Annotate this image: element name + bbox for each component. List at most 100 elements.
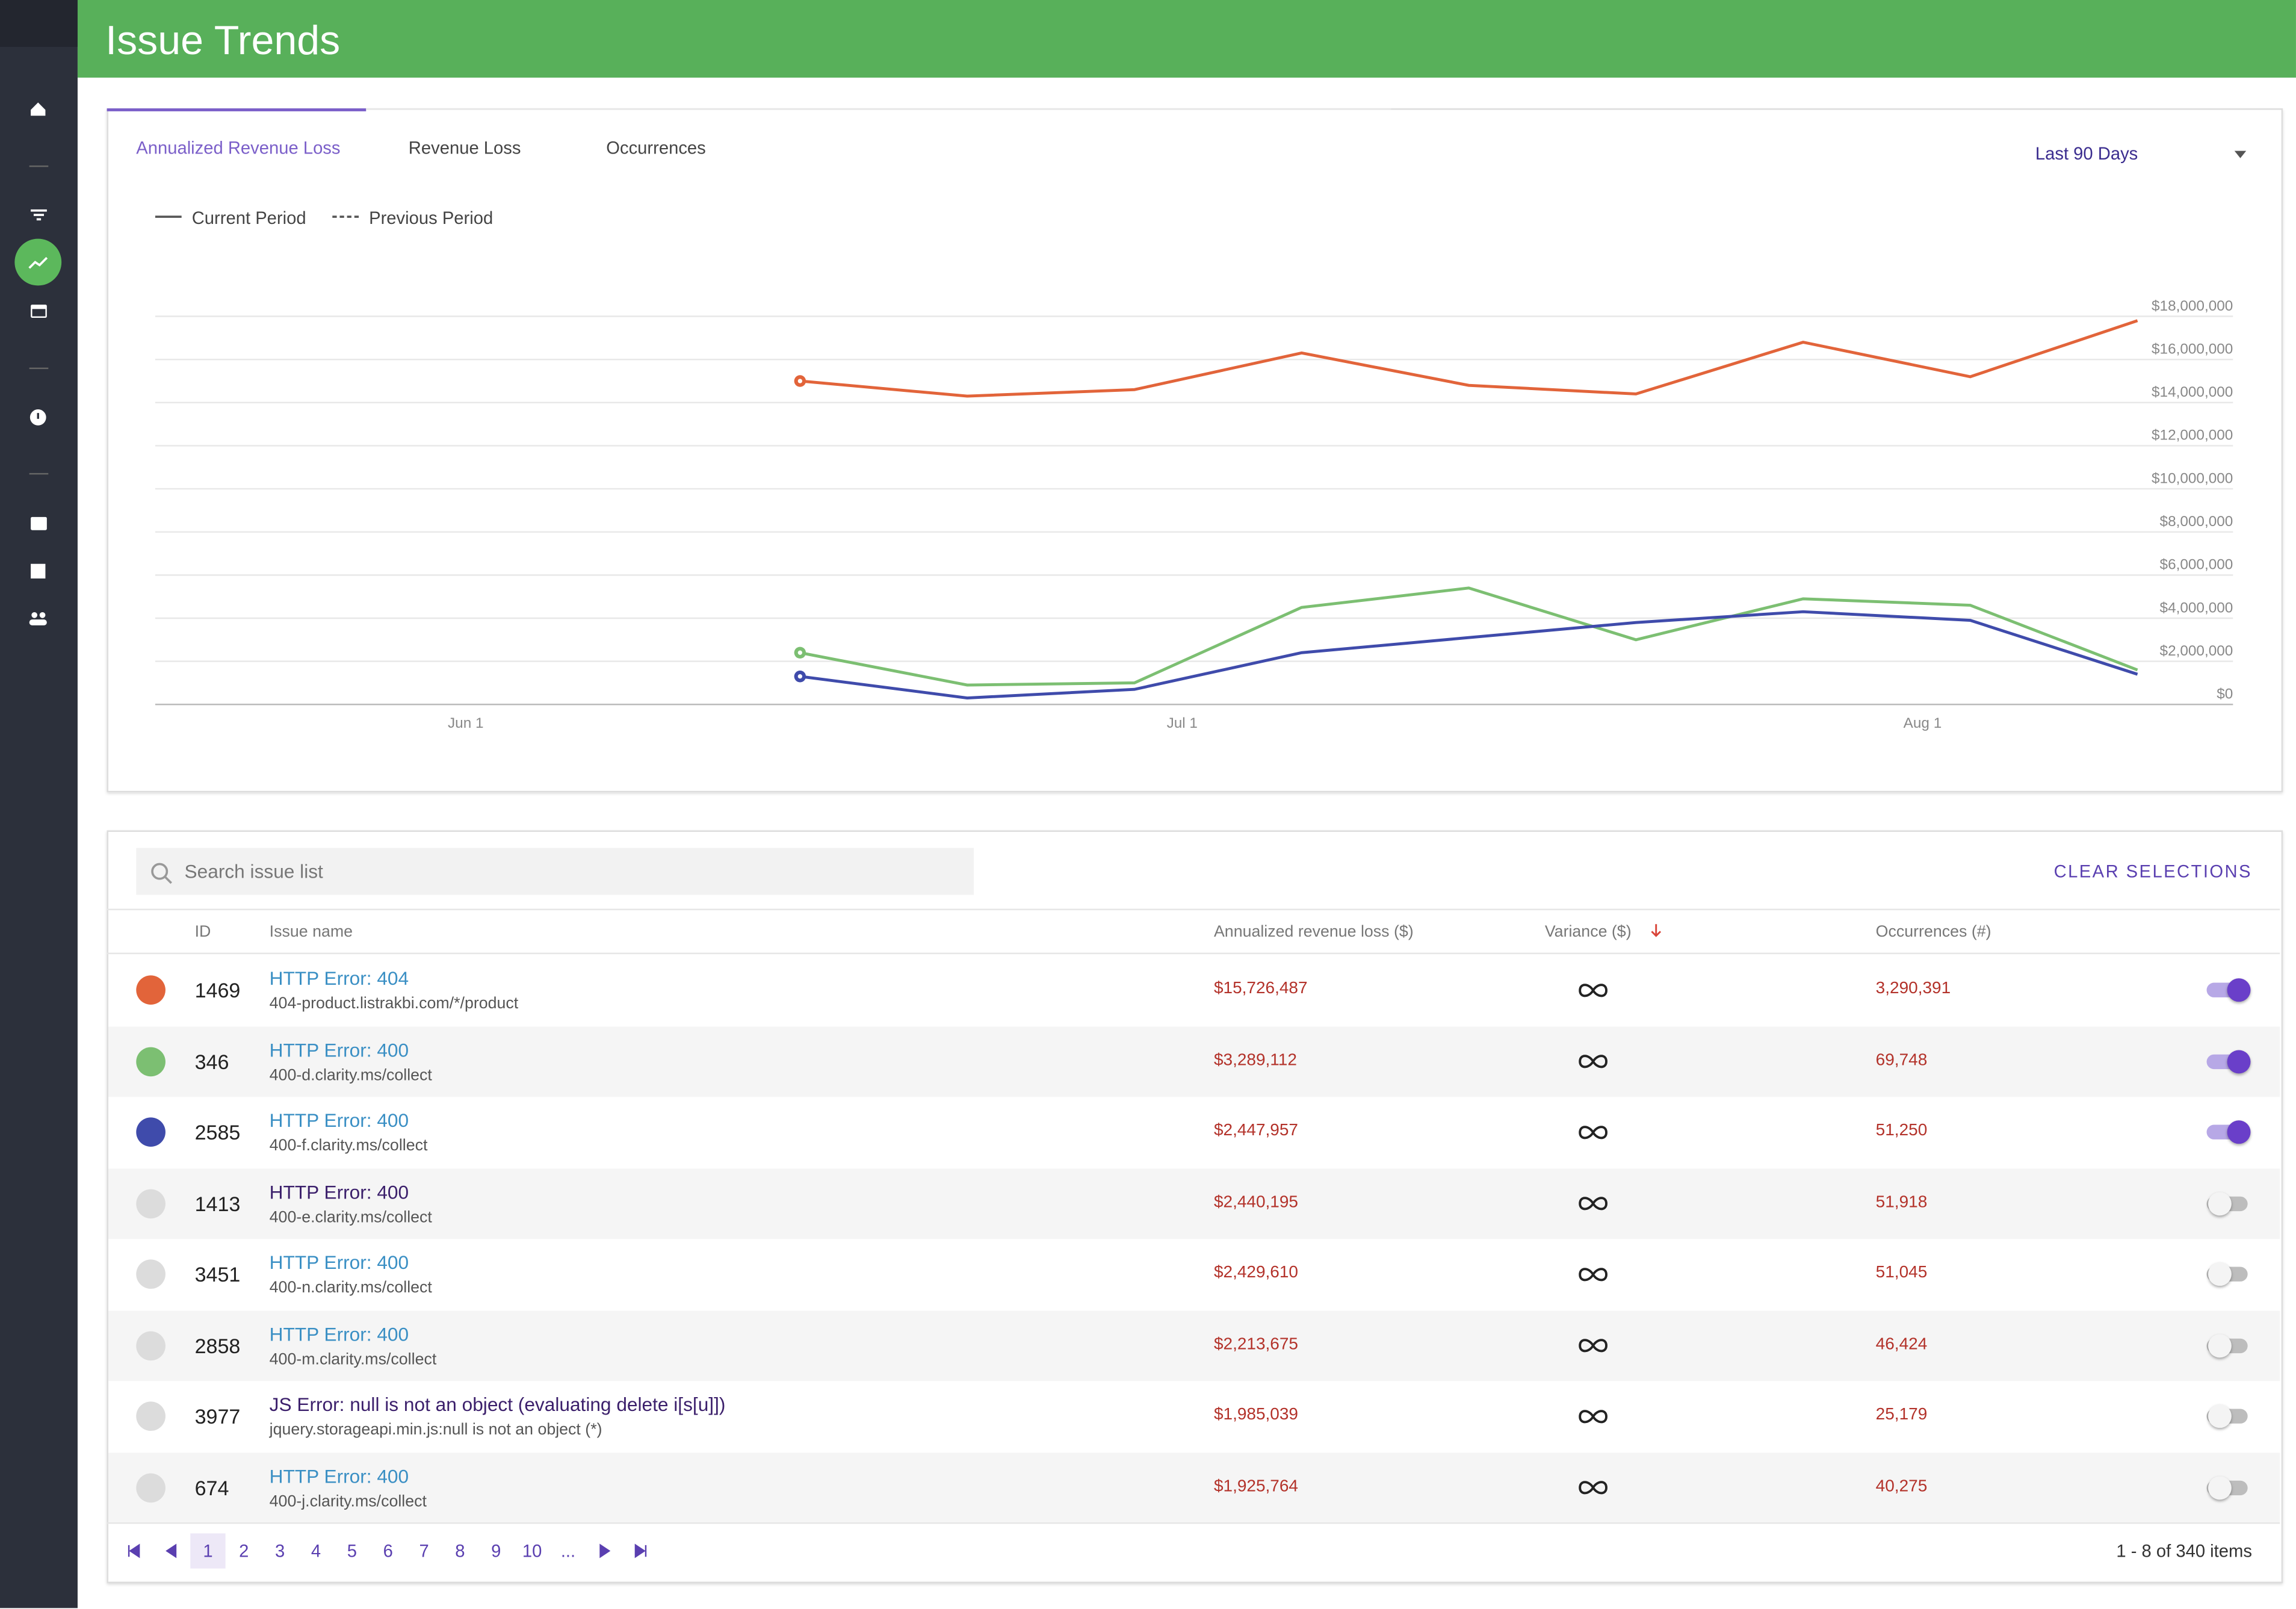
y-tick-label: $0 (2217, 686, 2233, 702)
search-box[interactable] (136, 848, 974, 895)
revenue-loss: $1,985,039 (1213, 1406, 1299, 1425)
row-color-dot (136, 1259, 166, 1289)
toggle-knob[interactable] (2208, 1333, 2232, 1357)
y-tick-label: $16,000,000 (2152, 341, 2233, 357)
row-color-dot (136, 1188, 166, 1218)
issue-name[interactable]: HTTP Error: 400 (269, 1109, 409, 1132)
column-header[interactable]: Occurrences (#) (1875, 923, 1991, 941)
variance-icon (1579, 1126, 1608, 1139)
revenue-loss: $2,429,610 (1213, 1264, 1299, 1283)
page-link[interactable]: 2 (239, 1540, 249, 1561)
row-bg (108, 1026, 2280, 1097)
toggle-knob[interactable] (2208, 1262, 2232, 1286)
divider (29, 165, 49, 167)
column-header: ID (194, 923, 211, 941)
page-link[interactable]: 6 (383, 1540, 393, 1561)
page-link[interactable]: 5 (347, 1540, 357, 1561)
row-color-dot (136, 1046, 166, 1076)
issue-name[interactable]: HTTP Error: 400 (269, 1180, 409, 1203)
page-link[interactable]: 1 (203, 1540, 213, 1561)
page-link[interactable]: 7 (419, 1540, 429, 1561)
toggle-knob[interactable] (2208, 1404, 2232, 1428)
occurrences: 40,275 (1875, 1477, 1928, 1496)
dropdown-caret[interactable] (2234, 150, 2247, 158)
issue-path: 400-e.clarity.ms/collect (269, 1208, 432, 1227)
tab[interactable]: Revenue Loss (408, 137, 521, 158)
search-icon (151, 863, 169, 880)
toggle-knob[interactable] (2227, 978, 2251, 1002)
occurrences: 51,045 (1875, 1264, 1928, 1283)
building-icon[interactable] (31, 563, 46, 579)
page-link[interactable]: 8 (455, 1540, 465, 1561)
issue-path: 400-d.clarity.ms/collect (269, 1066, 432, 1085)
issue-name[interactable]: HTTP Error: 400 (269, 1038, 409, 1061)
page-link[interactable]: 3 (275, 1540, 285, 1561)
trends-icon[interactable] (14, 238, 62, 286)
table-card (107, 830, 2283, 1584)
toggle-knob[interactable] (2208, 1191, 2232, 1215)
y-tick-label: $4,000,000 (2160, 600, 2233, 616)
issue-name[interactable]: HTTP Error: 400 (269, 1322, 409, 1345)
issue-name[interactable]: HTTP Error: 400 (269, 1465, 409, 1487)
tab[interactable]: Annualized Revenue Loss (136, 137, 341, 158)
pagination-summary: 1 - 8 of 340 items (2116, 1540, 2252, 1561)
issue-name[interactable]: HTTP Error: 400 (269, 1251, 409, 1274)
page-link[interactable]: 9 (491, 1540, 501, 1561)
sort-arrow[interactable] (1651, 924, 1662, 937)
issue-id: 3977 (194, 1404, 241, 1428)
filter-icon[interactable] (31, 209, 47, 212)
issue-path: 404-product.listrakbi.com/*/product (269, 995, 519, 1014)
y-tick-label: $6,000,000 (2160, 557, 2233, 573)
page-nav[interactable] (599, 1543, 611, 1558)
revenue-loss: $2,440,195 (1213, 1193, 1299, 1212)
issue-name[interactable]: HTTP Error: 404 (269, 967, 409, 990)
variance-icon (1579, 1339, 1608, 1353)
variance-icon (1579, 1481, 1608, 1495)
occurrences: 51,250 (1875, 1122, 1928, 1141)
start-marker (794, 670, 806, 683)
home-icon[interactable] (31, 102, 46, 116)
issue-id: 674 (194, 1475, 229, 1499)
page-link[interactable]: ... (560, 1540, 576, 1561)
page-link[interactable]: 4 (311, 1540, 321, 1561)
sidebar-icons (14, 102, 62, 625)
line-series (799, 586, 2138, 687)
search-placeholder[interactable]: Search issue list (184, 860, 323, 882)
clear-button[interactable]: CLEAR SELECTIONS (2053, 861, 2252, 882)
start-marker (794, 646, 806, 659)
page-link[interactable]: 10 (522, 1540, 542, 1561)
issue-path: 400-m.clarity.ms/collect (269, 1350, 437, 1369)
revenue-loss: $2,213,675 (1213, 1335, 1299, 1354)
issue-name[interactable]: JS Error: null is not an object (evaluat… (269, 1394, 726, 1416)
issue-id: 2858 (194, 1333, 241, 1357)
briefcase-icon[interactable] (31, 516, 47, 530)
tab[interactable]: Occurrences (606, 137, 706, 158)
tab-rule (366, 108, 1391, 110)
page-nav[interactable] (166, 1543, 177, 1558)
page-nav[interactable] (634, 1543, 647, 1558)
variance-icon (1579, 1055, 1608, 1068)
issue-id: 1469 (194, 978, 241, 1002)
row-color-dot (136, 975, 166, 1005)
occurrences: 51,918 (1875, 1193, 1928, 1212)
y-tick-label: $10,000,000 (2152, 470, 2233, 486)
issue-id: 1413 (194, 1191, 241, 1215)
variance-icon (1579, 984, 1608, 997)
revenue-loss: $1,925,764 (1213, 1477, 1299, 1496)
toggle-knob[interactable] (2227, 1049, 2251, 1073)
page-nav[interactable] (128, 1543, 140, 1558)
sidebar-top (0, 0, 78, 47)
variance-icon (1579, 1197, 1608, 1211)
variance-icon (1579, 1410, 1608, 1424)
users-icon[interactable] (31, 612, 38, 618)
row-color-dot (136, 1472, 166, 1502)
toggle-knob[interactable] (2227, 1120, 2251, 1144)
column-header[interactable]: Annualized revenue loss ($) (1213, 923, 1414, 941)
toggle-knob[interactable] (2208, 1475, 2232, 1499)
occurrences: 25,179 (1875, 1406, 1928, 1425)
active-tab-underline (107, 108, 367, 111)
legend-label: Previous Period (369, 208, 494, 229)
column-header[interactable]: Variance ($) (1544, 923, 1632, 941)
current-page-bg (190, 1533, 226, 1569)
range-select[interactable]: Last 90 Days (2035, 143, 2138, 164)
